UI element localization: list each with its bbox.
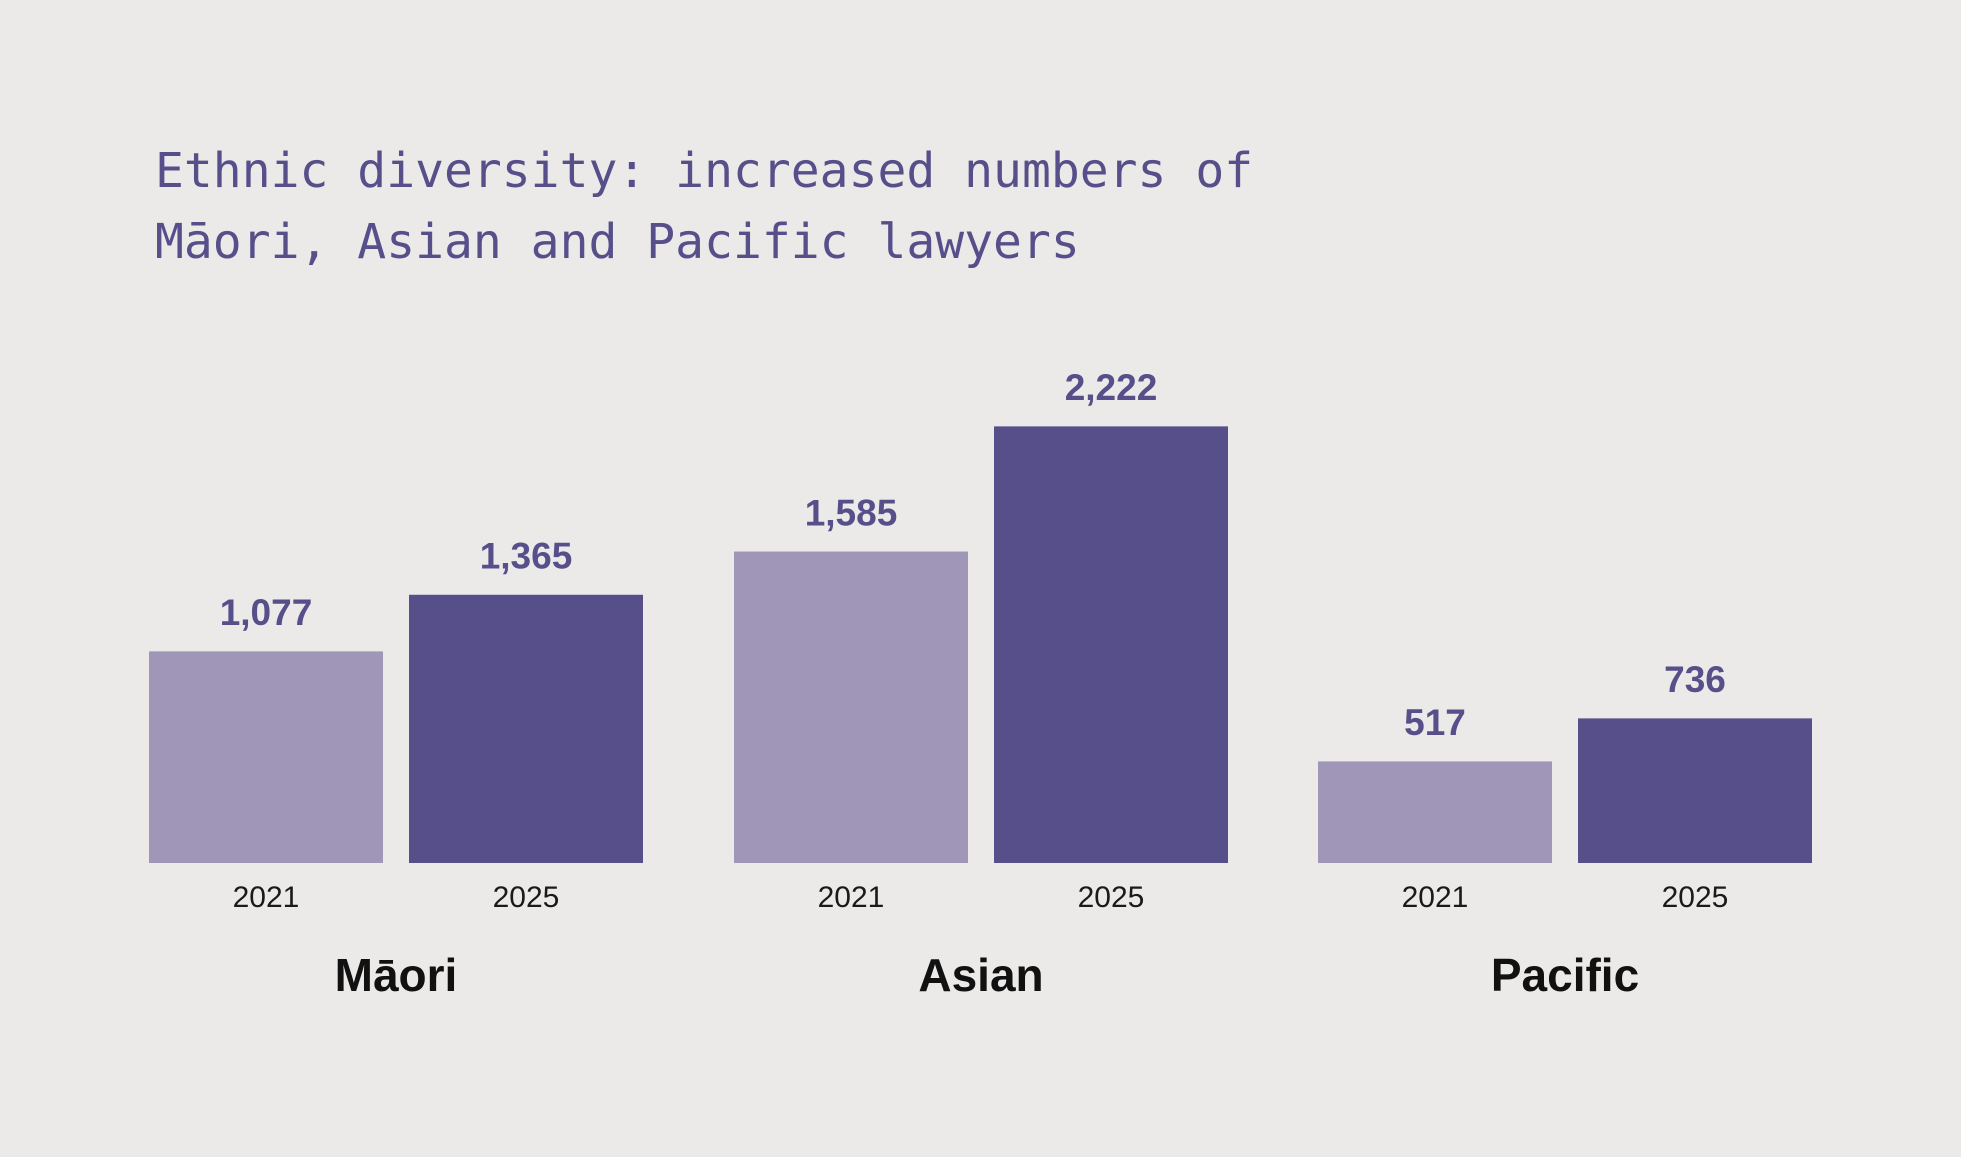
category-label: Māori bbox=[335, 949, 458, 1001]
bar bbox=[1578, 718, 1812, 863]
series-label: 2025 bbox=[1662, 881, 1729, 914]
series-label: 2021 bbox=[233, 881, 300, 914]
value-label: 1,585 bbox=[805, 492, 898, 533]
category-label: Pacific bbox=[1491, 949, 1639, 1001]
series-label: 2025 bbox=[493, 881, 560, 914]
series-label: 2021 bbox=[1402, 881, 1469, 914]
category-label: Asian bbox=[918, 949, 1043, 1001]
bar bbox=[734, 551, 968, 863]
series-label: 2025 bbox=[1078, 881, 1145, 914]
bar bbox=[149, 651, 383, 863]
value-label: 2,222 bbox=[1065, 367, 1158, 408]
series-label: 2021 bbox=[818, 881, 885, 914]
bar bbox=[994, 426, 1228, 863]
bar bbox=[409, 594, 643, 863]
value-label: 1,365 bbox=[480, 536, 573, 577]
value-label: 517 bbox=[1404, 702, 1466, 743]
value-label: 1,077 bbox=[220, 592, 313, 633]
value-label: 736 bbox=[1664, 659, 1726, 700]
bar bbox=[1318, 761, 1552, 863]
chart-title: Ethnic diversity: increased numbers of M… bbox=[155, 143, 1254, 270]
